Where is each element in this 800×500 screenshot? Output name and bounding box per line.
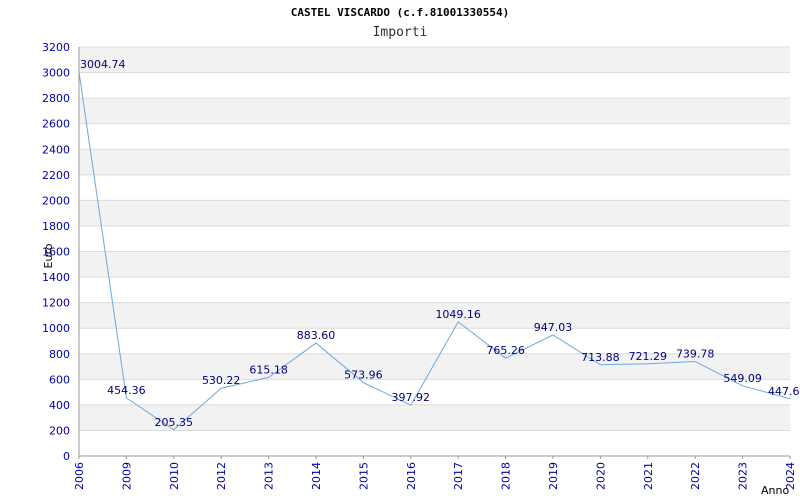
y-tick-label: 600 bbox=[49, 373, 70, 386]
x-tick-label: 2013 bbox=[263, 462, 276, 490]
data-label: 615.18 bbox=[249, 363, 288, 376]
grid-band bbox=[79, 200, 790, 226]
x-tick-labels: 2006 2009 2010 2012 2013 2014 2015 2016 2017 2018… bbox=[73, 462, 797, 490]
y-tick-label: 2400 bbox=[42, 143, 70, 156]
x-tick-label: 2006 bbox=[73, 462, 86, 490]
y-tick-label: 1400 bbox=[42, 271, 70, 284]
y-tick-label: 1800 bbox=[42, 220, 70, 233]
y-tick-label: 200 bbox=[49, 424, 70, 437]
data-label: 713.88 bbox=[581, 351, 620, 364]
data-label: 454.36 bbox=[107, 384, 146, 397]
y-tick-label: 0 bbox=[63, 450, 70, 463]
x-tick-label: 2019 bbox=[547, 462, 560, 490]
chart-subtitle: Importi bbox=[372, 25, 428, 40]
data-label: 739.78 bbox=[676, 347, 715, 360]
grid-band bbox=[79, 302, 790, 329]
x-tick-label: 2023 bbox=[737, 462, 750, 490]
x-tick-label: 2022 bbox=[689, 462, 702, 490]
y-tick-label: 3000 bbox=[42, 67, 70, 80]
grid-bands bbox=[79, 47, 790, 431]
series bbox=[78, 71, 791, 431]
y-tick-label: 400 bbox=[49, 399, 70, 412]
data-labels: 3004.74 454.36 205.35 530.22 615.18 883.60 573… bbox=[80, 58, 800, 429]
x-tick-label: 2020 bbox=[594, 462, 607, 490]
y-tick-label: 1200 bbox=[42, 297, 70, 310]
data-label: 3004.74 bbox=[80, 58, 126, 71]
y-tick-label: 2200 bbox=[42, 169, 70, 182]
data-label: 721.29 bbox=[629, 350, 668, 363]
grid-band bbox=[79, 353, 790, 380]
data-label: 947.03 bbox=[534, 321, 573, 334]
y-axis-label: Euro bbox=[42, 243, 55, 268]
axes bbox=[78, 47, 791, 459]
grid-band bbox=[79, 47, 790, 73]
x-tick-label: 2010 bbox=[168, 462, 181, 490]
x-axis-label: Anno bbox=[761, 484, 789, 497]
grid-band bbox=[79, 251, 790, 278]
x-tick-label: 2021 bbox=[642, 462, 655, 490]
x-tick-label: 2014 bbox=[310, 462, 323, 490]
y-tick-label: 3200 bbox=[42, 41, 70, 54]
y-tick-label: 2600 bbox=[42, 118, 70, 131]
y-tick-labels: 0 200 400 600 800 1000 1200 1400 1600 1800 2000 220… bbox=[42, 41, 70, 463]
y-tick-label: 1600 bbox=[42, 246, 70, 259]
y-tick-label: 800 bbox=[49, 348, 70, 361]
y-tick-label: 2000 bbox=[42, 194, 70, 207]
data-label: 883.60 bbox=[297, 329, 336, 342]
grid-band bbox=[79, 149, 790, 175]
y-tick-label: 1000 bbox=[42, 322, 70, 335]
data-label: 205.35 bbox=[155, 416, 194, 429]
data-label: 1049.16 bbox=[435, 308, 481, 321]
data-label: 549.09 bbox=[723, 372, 762, 385]
x-tick-label: 2012 bbox=[215, 462, 228, 490]
y-tick-label: 2800 bbox=[42, 92, 70, 105]
x-tick-label: 2017 bbox=[452, 462, 465, 490]
series-line bbox=[78, 71, 791, 431]
grid-band bbox=[79, 98, 790, 124]
x-tick-label: 2016 bbox=[405, 462, 418, 490]
x-tick-label: 2009 bbox=[120, 462, 133, 490]
data-label: 447.6 bbox=[768, 385, 800, 398]
data-label: 530.22 bbox=[202, 374, 241, 387]
x-tick-label: 2015 bbox=[357, 462, 370, 490]
data-label: 573.96 bbox=[344, 369, 383, 382]
x-tick-label: 2024 bbox=[784, 462, 797, 490]
chart-title: CASTEL VISCARDO (c.f.81001330554) bbox=[290, 6, 510, 19]
x-tick-label: 2018 bbox=[500, 462, 513, 490]
data-label: 397.92 bbox=[392, 391, 431, 404]
data-label: 765.26 bbox=[486, 344, 525, 357]
